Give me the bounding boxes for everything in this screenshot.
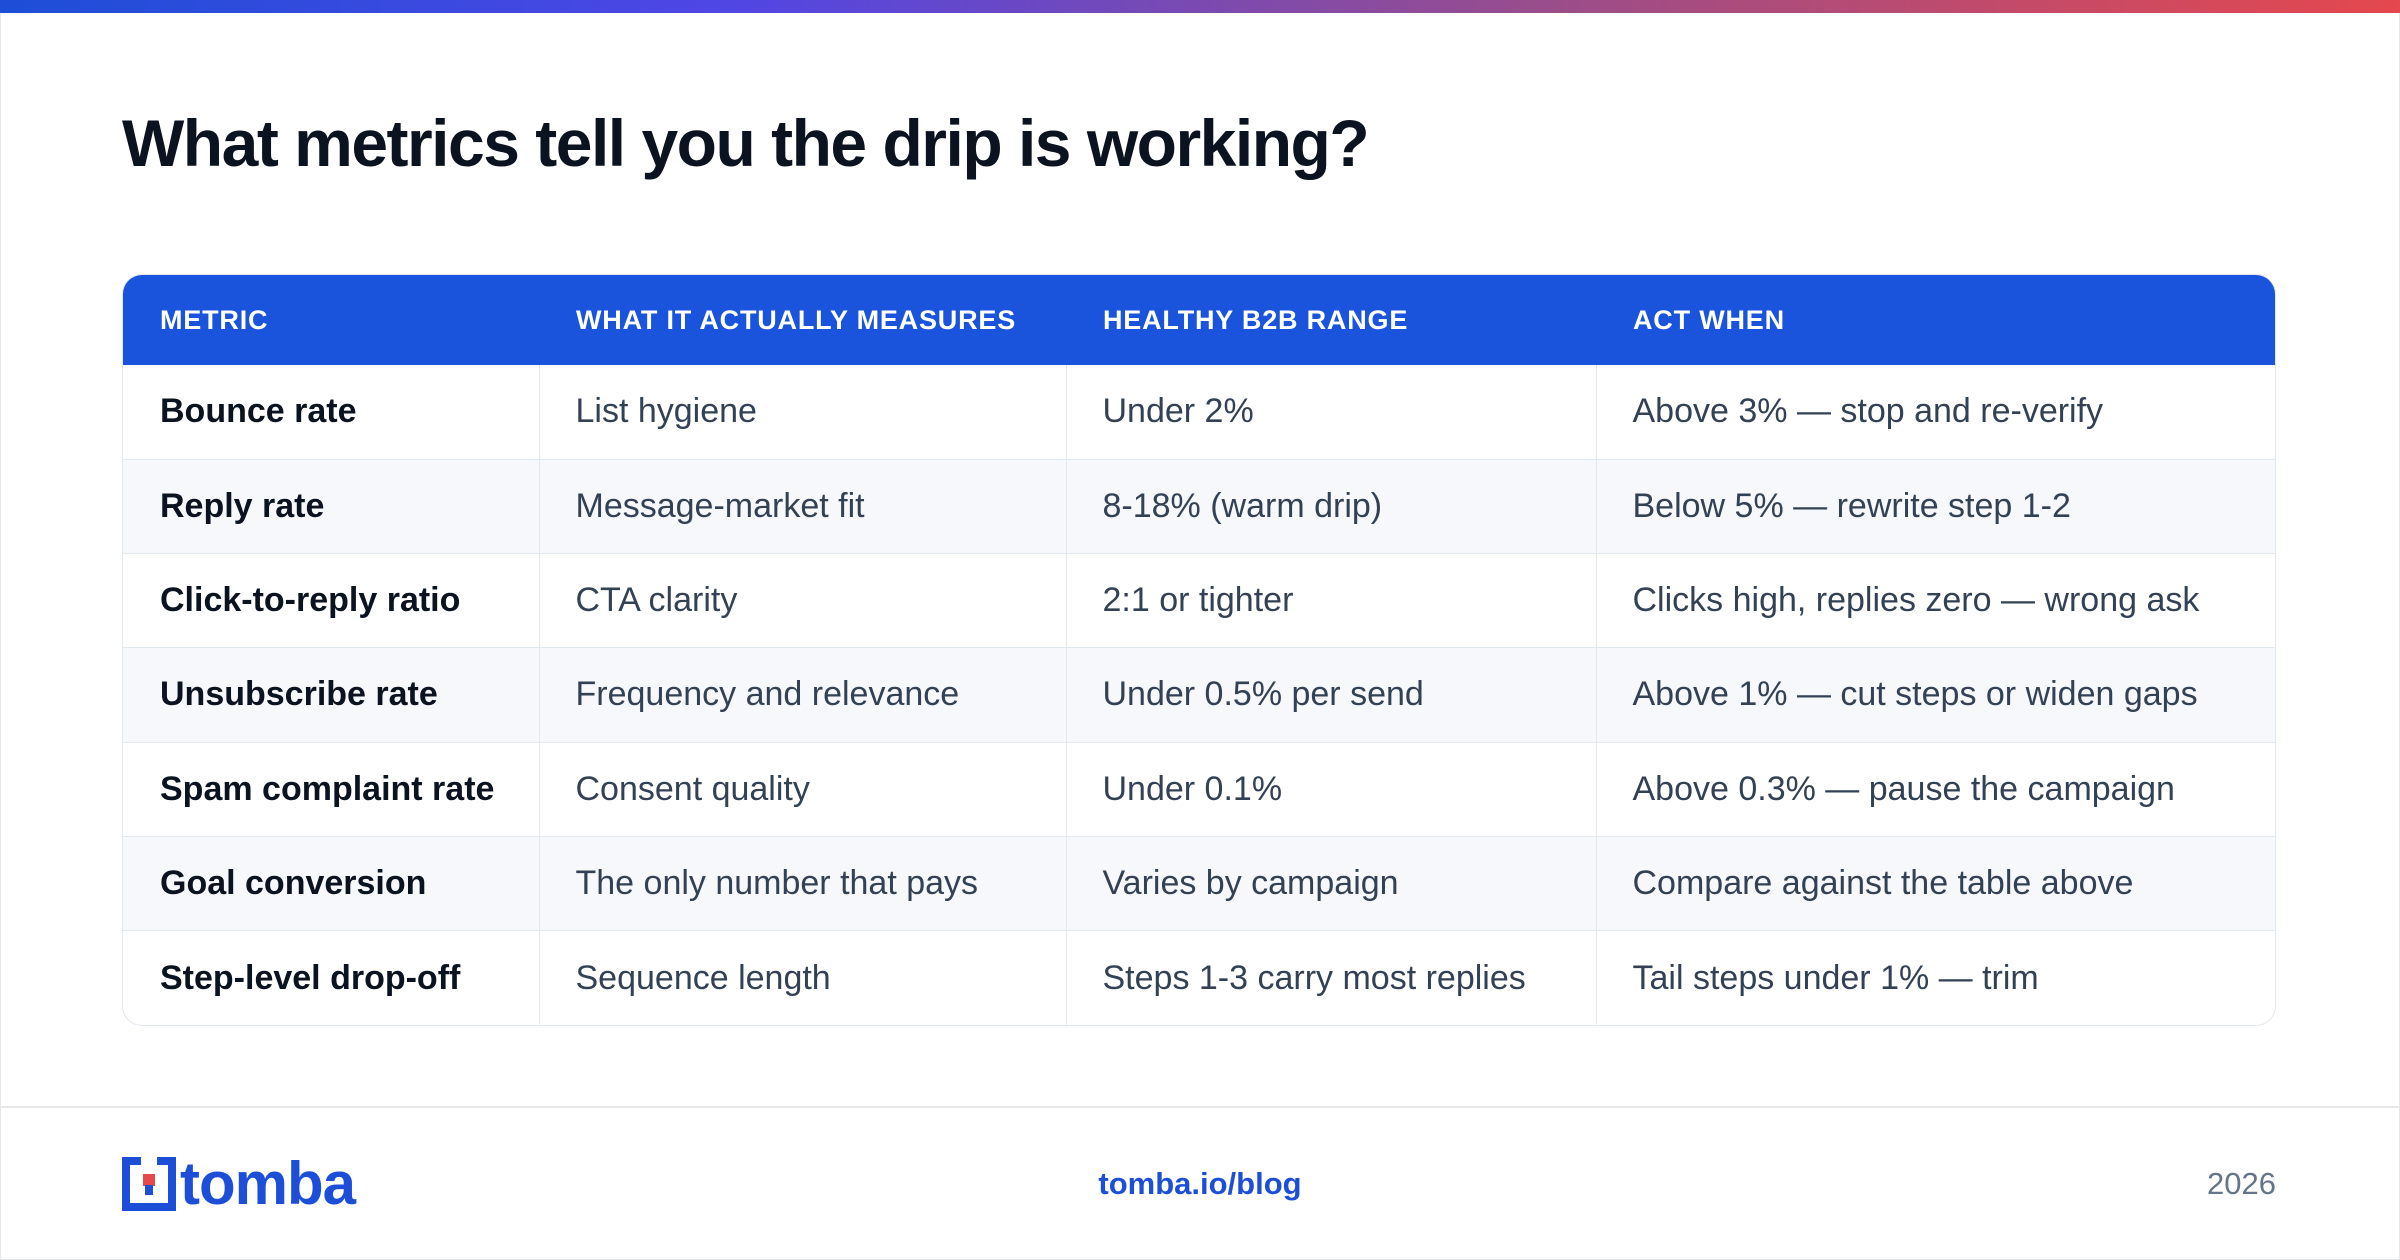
table-row: Bounce rate List hygiene Under 2% Above …	[123, 365, 2275, 460]
table-header-row: METRIC WHAT IT ACTUALLY MEASURES HEALTHY…	[123, 275, 2275, 365]
measures-cell: The only number that pays	[538, 835, 1066, 931]
footer-year: 2026	[2207, 1166, 2276, 1201]
metric-cell: Reply rate	[123, 458, 539, 554]
gradient-top-bar	[0, 0, 2400, 13]
range-cell: Under 0.1%	[1065, 741, 1596, 837]
metrics-table: METRIC WHAT IT ACTUALLY MEASURES HEALTHY…	[122, 274, 2276, 1026]
range-cell: Under 2%	[1065, 365, 1596, 460]
measures-cell: Message-market fit	[538, 458, 1066, 554]
table-body: Bounce rate List hygiene Under 2% Above …	[123, 365, 2275, 1025]
measures-cell: Frequency and relevance	[538, 647, 1066, 743]
blog-link[interactable]: tomba.io/blog	[1098, 1166, 1302, 1201]
action-cell: Clicks high, replies zero — wrong ask	[1595, 553, 2275, 648]
column-header-act-when: ACT WHEN	[1633, 304, 1785, 335]
table-row: Reply rate Message-market fit 8-18% (war…	[123, 458, 2275, 554]
column-header-measures: WHAT IT ACTUALLY MEASURES	[576, 304, 1017, 335]
action-cell: Tail steps under 1% — trim	[1595, 930, 2275, 1025]
table-row: Step-level drop-off Sequence length Step…	[123, 930, 2275, 1025]
metric-cell: Step-level drop-off	[123, 930, 539, 1025]
metric-cell: Unsubscribe rate	[123, 647, 539, 743]
table-row: Click-to-reply ratio CTA clarity 2:1 or …	[123, 553, 2275, 648]
range-cell: Varies by campaign	[1065, 835, 1596, 931]
table-row: Unsubscribe rate Frequency and relevance…	[123, 647, 2275, 743]
table-row: Goal conversion The only number that pay…	[123, 835, 2275, 931]
measures-cell: List hygiene	[538, 365, 1066, 460]
range-cell: 8-18% (warm drip)	[1065, 458, 1596, 554]
action-cell: Above 1% — cut steps or widen gaps	[1595, 647, 2275, 743]
action-cell: Above 3% — stop and re-verify	[1595, 365, 2275, 460]
measures-cell: CTA clarity	[538, 553, 1066, 648]
measures-cell: Sequence length	[538, 930, 1066, 1025]
measures-cell: Consent quality	[538, 741, 1066, 837]
page-title: What metrics tell you the drip is workin…	[122, 106, 1370, 180]
tomba-logo[interactable]: tomba	[122, 1150, 356, 1217]
table-row: Spam complaint rate Consent quality Unde…	[123, 741, 2275, 837]
metric-cell: Spam complaint rate	[123, 741, 539, 837]
metric-cell: Click-to-reply ratio	[123, 553, 539, 648]
metric-cell: Goal conversion	[123, 835, 539, 931]
table-header: METRIC WHAT IT ACTUALLY MEASURES HEALTHY…	[123, 275, 2275, 365]
column-header-metric: METRIC	[160, 304, 269, 335]
range-cell: Under 0.5% per send	[1065, 647, 1596, 743]
tomba-logo-icon	[122, 1157, 176, 1211]
range-cell: Steps 1-3 carry most replies	[1065, 930, 1596, 1025]
metric-cell: Bounce rate	[160, 392, 357, 431]
brand-name: tomba	[180, 1150, 356, 1217]
range-cell: 2:1 or tighter	[1065, 553, 1596, 648]
action-cell: Compare against the table above	[1595, 835, 2275, 931]
column-header-healthy-range: HEALTHY B2B RANGE	[1103, 304, 1409, 335]
footer-divider	[0, 1106, 2400, 1108]
action-cell: Above 0.3% — pause the campaign	[1595, 741, 2275, 837]
action-cell: Below 5% — rewrite step 1-2	[1595, 458, 2275, 554]
